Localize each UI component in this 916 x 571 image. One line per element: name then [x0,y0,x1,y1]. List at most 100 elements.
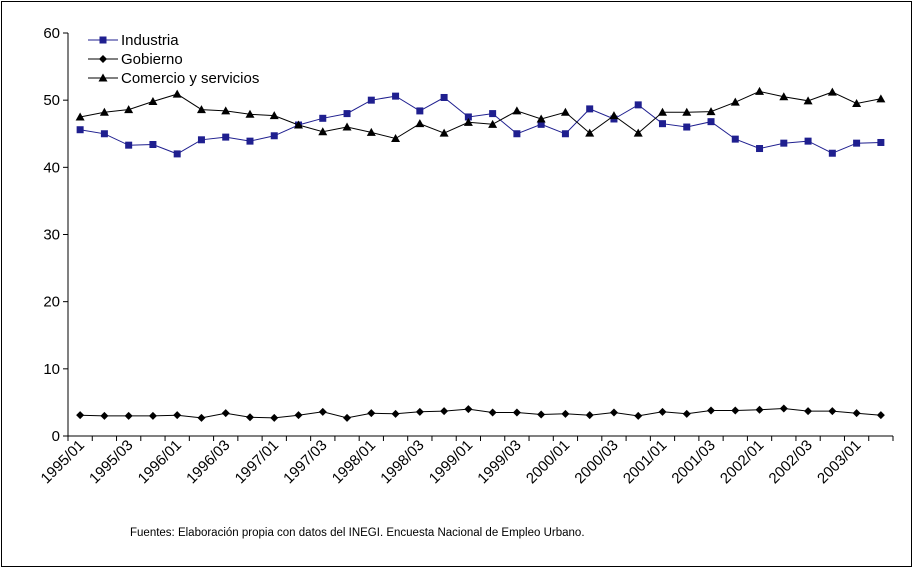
data-point-gobierno [318,407,327,416]
data-point-industria [707,118,715,126]
series-gobierno [76,404,885,422]
data-point-comercio-y-servicios [803,96,813,105]
data-point-comercio-y-servicios [463,117,473,126]
x-tick-label: 1996/01 [135,437,185,487]
data-point-gobierno [294,411,303,420]
y-tick-label: 0 [52,428,60,445]
data-point-industria [270,132,278,140]
data-point-gobierno [561,409,570,418]
data-point-gobierno [76,411,85,420]
x-tick-label: 2000/01 [523,437,573,487]
x-tick-label: 2002/03 [766,437,816,487]
data-point-comercio-y-servicios [318,127,328,136]
data-point-industria [804,137,812,145]
data-point-industria [100,130,108,138]
x-tick-label: 1995/03 [86,437,136,487]
data-point-gobierno [779,404,788,413]
data-point-gobierno [270,413,279,422]
data-point-gobierno [609,408,618,417]
data-point-comercio-y-servicios [706,107,716,116]
series-line-industria [80,95,881,155]
data-point-gobierno [512,408,521,417]
legend-marker [99,55,107,63]
data-point-comercio-y-servicios [172,89,182,98]
legend-item-comercio-y-servicios: Comercio y servicios [88,70,259,87]
data-point-comercio-y-servicios [682,107,692,116]
data-point-comercio-y-servicios [294,120,304,129]
data-point-comercio-y-servicios [342,122,352,131]
data-point-industria [853,139,861,147]
data-point-industria [634,101,642,109]
data-point-industria [828,149,836,157]
data-point-gobierno [100,411,109,420]
data-point-comercio-y-servicios [730,97,740,106]
data-point-comercio-y-servicios [439,128,449,137]
data-point-comercio-y-servicios [124,105,134,114]
y-tick-label: 20 [43,294,60,311]
x-tick-label: 1999/03 [474,437,524,487]
data-point-gobierno [852,409,861,418]
data-point-comercio-y-servicios [852,99,862,108]
x-tick-label: 1998/03 [377,437,427,487]
data-point-gobierno [245,413,254,422]
data-point-comercio-y-servicios [536,114,546,123]
data-point-comercio-y-servicios [779,92,789,101]
x-tick-label: 2002/01 [717,437,767,487]
data-point-comercio-y-servicios [221,106,231,115]
data-point-industria [125,141,133,149]
data-point-gobierno [464,405,473,414]
data-point-gobierno [731,406,740,415]
data-point-gobierno [124,411,133,420]
data-point-gobierno [755,405,764,414]
x-tick-label: 2003/01 [814,437,864,487]
y-tick-label: 40 [43,159,60,176]
data-point-industria [343,110,351,118]
data-point-gobierno [804,407,813,416]
data-point-industria [513,130,521,138]
data-point-industria [756,145,764,153]
data-point-industria [440,93,448,101]
data-point-industria [537,120,545,128]
x-tick-label: 1995/01 [38,437,88,487]
data-point-comercio-y-servicios [245,109,255,118]
y-tick-label: 50 [43,92,60,109]
data-point-industria [731,135,739,143]
data-point-industria [149,140,157,148]
data-point-gobierno [585,411,594,420]
series-line-comercio-y-servicios [80,90,881,140]
data-point-comercio-y-servicios [827,87,837,96]
data-point-comercio-y-servicios [99,107,109,116]
data-point-comercio-y-servicios [512,106,522,115]
data-point-industria [780,139,788,147]
data-point-gobierno [221,409,230,418]
data-point-industria [392,92,400,100]
data-point-comercio-y-servicios [585,128,595,137]
source-note: Fuentes: Elaboración propia con datos de… [130,527,585,539]
data-point-comercio-y-servicios [269,111,279,120]
data-point-gobierno [367,409,376,418]
data-point-industria [319,114,327,122]
x-tick-label: 1999/01 [426,437,476,487]
data-point-industria [222,133,230,141]
data-point-gobierno [707,406,716,415]
data-point-industria [489,110,497,118]
x-tick-label: 1997/03 [280,437,330,487]
x-tick-label: 2000/03 [571,437,621,487]
y-tick-label: 60 [43,25,60,42]
data-point-comercio-y-servicios [366,127,376,136]
data-point-gobierno [634,411,643,420]
x-tick-label: 2001/03 [668,437,718,487]
data-point-comercio-y-servicios [391,133,401,142]
data-point-comercio-y-servicios [415,119,425,128]
data-point-comercio-y-servicios [560,107,570,116]
axes: 0 10 20 30 40 50 60 1995/011995/031996/011996/0… [38,25,894,487]
data-point-gobierno [440,407,449,416]
series-line-gobierno [80,407,881,419]
data-point-industria [367,96,375,104]
x-tick-label: 2001/01 [620,437,670,487]
series-industria [76,92,885,158]
data-point-gobierno [537,410,546,419]
data-point-gobierno [682,409,691,418]
data-point-industria [586,105,594,113]
data-point-comercio-y-servicios [196,105,206,114]
